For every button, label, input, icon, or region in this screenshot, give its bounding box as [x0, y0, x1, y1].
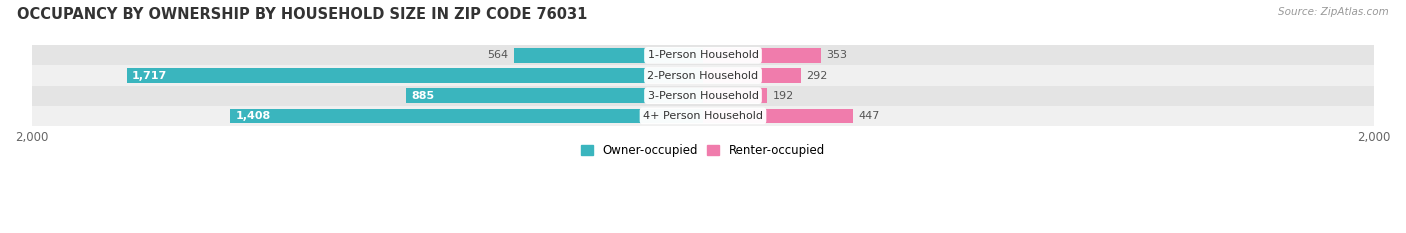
- Text: OCCUPANCY BY OWNERSHIP BY HOUSEHOLD SIZE IN ZIP CODE 76031: OCCUPANCY BY OWNERSHIP BY HOUSEHOLD SIZE…: [17, 7, 588, 22]
- Text: 1,408: 1,408: [235, 111, 271, 121]
- Text: 885: 885: [411, 91, 434, 101]
- Bar: [127, 68, 703, 83]
- Bar: [513, 48, 703, 63]
- Bar: [703, 109, 853, 123]
- Bar: [703, 48, 821, 63]
- Text: 292: 292: [806, 71, 827, 81]
- Text: 192: 192: [772, 91, 794, 101]
- Bar: [231, 109, 703, 123]
- Bar: [32, 45, 1374, 65]
- Text: 4+ Person Household: 4+ Person Household: [643, 111, 763, 121]
- Text: 1,717: 1,717: [132, 71, 167, 81]
- Text: 353: 353: [827, 50, 848, 60]
- Bar: [32, 65, 1374, 86]
- Bar: [32, 86, 1374, 106]
- Bar: [406, 89, 703, 103]
- Text: 564: 564: [488, 50, 509, 60]
- Bar: [703, 68, 801, 83]
- Text: 447: 447: [858, 111, 879, 121]
- Bar: [703, 89, 768, 103]
- Text: 1-Person Household: 1-Person Household: [648, 50, 758, 60]
- Text: 3-Person Household: 3-Person Household: [648, 91, 758, 101]
- Text: 2-Person Household: 2-Person Household: [647, 71, 759, 81]
- Text: Source: ZipAtlas.com: Source: ZipAtlas.com: [1278, 7, 1389, 17]
- Bar: [32, 106, 1374, 126]
- Legend: Owner-occupied, Renter-occupied: Owner-occupied, Renter-occupied: [576, 140, 830, 162]
